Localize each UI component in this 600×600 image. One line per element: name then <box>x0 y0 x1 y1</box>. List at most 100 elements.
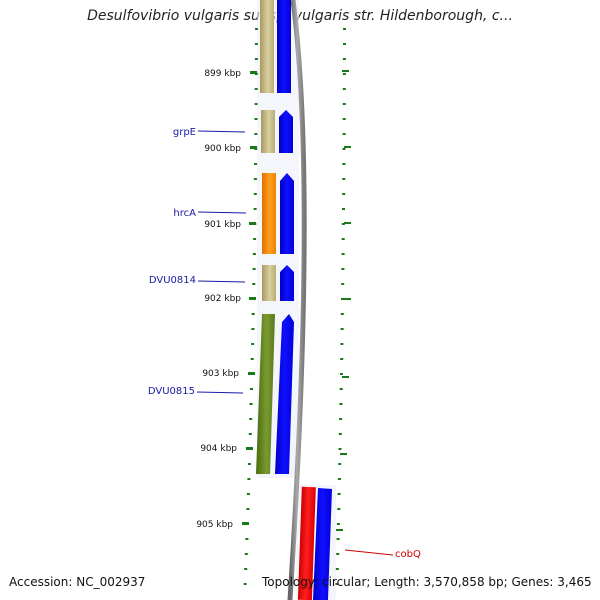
guide-dot-left <box>246 493 250 495</box>
guide-dot-left <box>251 313 255 315</box>
guide-dot-right <box>339 388 343 390</box>
kbp-tick-label: 900 kbp <box>204 144 241 154</box>
gene-label-DVU0815: DVU0815 <box>148 386 195 397</box>
guide-dot-left <box>245 538 249 540</box>
guide-dot-right <box>341 223 345 225</box>
guide-dot-left <box>254 118 258 120</box>
cog-features <box>256 0 316 600</box>
guide-dot-right <box>341 283 345 285</box>
guide-dot-left <box>251 343 255 345</box>
guide-dot-left <box>249 403 253 405</box>
guide-dot-right <box>336 553 340 555</box>
guide-dot-left <box>251 328 255 330</box>
accession-label: Accession: NC_002937 <box>9 575 146 589</box>
guide-dot-left <box>254 103 258 105</box>
kbp-tick-label: 899 kbp <box>204 69 241 79</box>
guide-dot-right <box>342 193 346 195</box>
guide-dot-right <box>342 103 346 105</box>
guide-dot-left <box>253 208 257 210</box>
guide-dot-left <box>253 193 257 195</box>
cog-feature-hrcA <box>262 173 276 254</box>
cog-feature-DVU0815 <box>256 314 275 474</box>
kbp-ticks: 899 kbp 900 kbp 901 kbp 902 kbp 903 kbp … <box>196 69 351 531</box>
gene-label-grpE: grpE <box>173 127 196 138</box>
guide-dot-right <box>338 463 342 465</box>
guide-dot-right <box>341 238 345 240</box>
guide-dot-right <box>337 478 341 480</box>
guide-dot-left <box>252 283 256 285</box>
guide-dot-left <box>254 43 258 45</box>
guide-dot-right <box>339 418 343 420</box>
guide-dot-right <box>338 448 342 450</box>
guide-dot-left <box>254 88 258 90</box>
guide-dot-right <box>342 148 346 150</box>
cds-feature-hrcA <box>280 173 294 254</box>
guide-dot-right <box>343 43 346 45</box>
guide-dot-right <box>341 268 345 270</box>
guide-dot-left <box>252 268 256 270</box>
cog-feature-DVU0814 <box>262 265 276 301</box>
kbp-tick-label: 905 kbp <box>196 520 233 530</box>
cds-feature-DVU0814 <box>280 265 294 301</box>
topology-label: Topology: circular; Length: 3,570,858 bp… <box>262 575 592 589</box>
guide-dot-left <box>250 358 254 360</box>
guide-dot-right <box>342 118 346 120</box>
guide-dot-right <box>340 358 344 360</box>
guide-dot-left <box>247 463 251 465</box>
kbp-tick-label: 904 kbp <box>200 444 237 454</box>
guide-dot-right <box>339 403 343 405</box>
guide-dot-right <box>340 313 344 315</box>
cds-feature-grpE <box>279 110 293 153</box>
guide-dot-left <box>250 388 253 390</box>
gene-label-cobQ: cobQ <box>395 549 421 560</box>
gene-label-hrcA: hrcA <box>173 208 196 219</box>
guide-dot-right <box>342 73 346 75</box>
guide-dot-left <box>254 133 258 135</box>
kbp-tick-label: 901 kbp <box>204 220 241 230</box>
guide-dot-left <box>254 163 258 165</box>
guide-dot-left <box>246 508 250 510</box>
cog-feature-cobQ <box>297 486 316 600</box>
kbp-tick-label: 903 kbp <box>202 369 239 379</box>
guide-dot-right <box>342 88 346 90</box>
guide-dot-right <box>343 28 346 30</box>
guide-dot-left <box>255 28 258 30</box>
guide-dot-left <box>244 568 248 570</box>
guide-dot-left <box>244 553 248 555</box>
map-title: Desulfovibrio vulgaris subsp. vulgaris s… <box>87 8 513 24</box>
cog-feature-1 <box>260 0 274 93</box>
cds-feature-cobQ <box>313 488 332 600</box>
guide-dot-right <box>336 523 340 525</box>
guide-dot-left <box>243 583 247 585</box>
guide-dot-right <box>340 343 344 345</box>
kbp-tick-label: 902 kbp <box>204 294 241 304</box>
guide-dot-right <box>339 373 343 375</box>
guide-dot-left <box>249 418 253 420</box>
cog-feature-grpE <box>261 110 275 153</box>
guide-dot-right <box>335 583 339 585</box>
guide-dot-left <box>247 478 251 480</box>
guide-dot-left <box>252 253 256 255</box>
guide-dot-left <box>254 58 258 60</box>
guide-dot-right <box>342 58 346 60</box>
guide-dot-right <box>340 328 344 330</box>
genome-backbone <box>287 0 307 600</box>
guide-dot-right <box>335 568 339 570</box>
gene-labels: grpE hrcA DVU0814 DVU0815 cobQ <box>148 127 421 560</box>
guide-dot-right <box>337 508 341 510</box>
cds-features <box>275 0 332 600</box>
guide-dot-right <box>337 493 341 495</box>
guide-dot-right <box>338 433 342 435</box>
guide-dot-right <box>342 163 346 165</box>
guide-dot-right <box>336 538 340 540</box>
guide-dot-right <box>342 133 346 135</box>
cds-feature-DVU0815 <box>275 314 294 474</box>
guide-dot-left <box>248 433 252 435</box>
guide-dot-left <box>253 238 257 240</box>
guide-dot-right <box>342 178 346 180</box>
guide-dot-right <box>341 298 344 300</box>
guide-dot-left <box>253 178 257 180</box>
cds-feature-1 <box>277 0 291 93</box>
guide-dot-right <box>341 253 345 255</box>
